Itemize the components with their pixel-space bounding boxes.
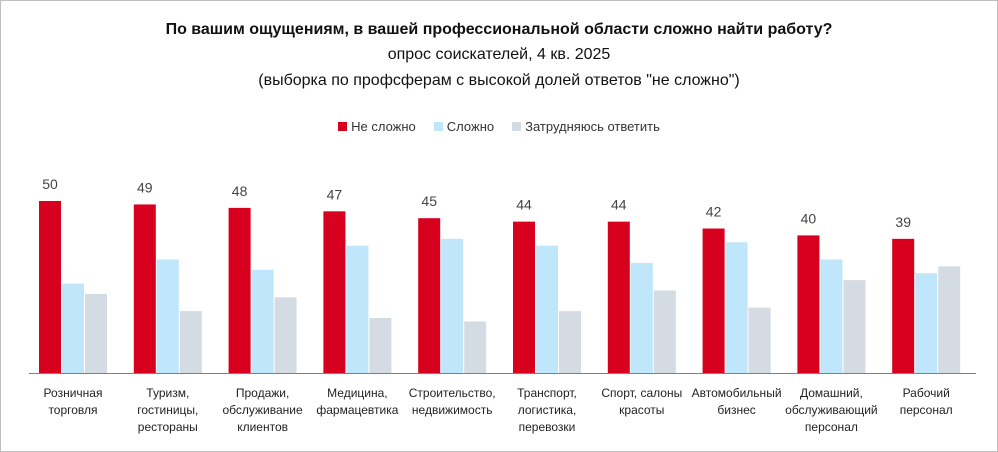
bar-2-9 <box>938 266 961 373</box>
bar-0-3 <box>323 211 346 373</box>
legend-swatch <box>433 122 443 131</box>
data-label: 49 <box>137 179 153 195</box>
legend-label: Сложно <box>446 119 495 134</box>
category-label: Автомобильный бизнес <box>691 386 782 417</box>
bar-2-0 <box>85 293 107 373</box>
bar-0-4 <box>418 218 441 373</box>
data-label: 50 <box>42 176 58 192</box>
legend: Не сложно Сложно Затрудняюсь ответить <box>1 119 997 134</box>
bar-1-2 <box>251 269 274 373</box>
legend-item: Не сложно <box>338 119 416 134</box>
bar-0-0 <box>39 201 61 373</box>
legend-item: Затрудняюсь ответить <box>512 119 660 134</box>
category-label: Розничная торговля <box>43 386 103 417</box>
category-label: Туризм, гостиницы, рестораны <box>137 386 199 434</box>
bar-0-5 <box>513 221 535 373</box>
bar-1-3 <box>346 245 369 373</box>
category-label: Медицина, фармацевтика <box>316 386 399 417</box>
data-label: 47 <box>327 186 343 202</box>
bar-1-9 <box>915 273 938 373</box>
bar-2-3 <box>369 317 392 373</box>
category-label: Строительство, недвижимость <box>408 386 496 417</box>
chart-subtitle: опрос соискателей, 4 кв. 2025 <box>387 46 611 63</box>
data-label: 48 <box>232 183 248 199</box>
bar-1-5 <box>536 245 558 373</box>
category-label: Спорт, салоны красоты <box>601 386 683 417</box>
chart-note: (выборка по профсферам с высокой долей о… <box>258 72 740 89</box>
data-label: 40 <box>801 210 817 226</box>
bar-0-9 <box>892 238 915 373</box>
legend-swatch <box>338 122 348 131</box>
bar-1-7 <box>725 242 748 373</box>
bar-0-6 <box>607 221 630 373</box>
category-label: Домашний, обслуживающий персонал <box>785 386 878 434</box>
category-label: Транспорт, логистика, перевозки <box>517 386 577 434</box>
legend-swatch <box>512 122 522 131</box>
bar-1-4 <box>441 238 464 373</box>
bar-1-8 <box>820 259 843 373</box>
bar-2-2 <box>274 297 297 373</box>
bar-1-1 <box>156 259 179 373</box>
bar-2-8 <box>843 280 866 373</box>
bar-0-1 <box>133 204 156 373</box>
data-label: 45 <box>421 193 437 209</box>
chart-title: По вашим ощущениям, в вашей профессионал… <box>165 21 833 38</box>
legend-label: Не сложно <box>351 119 416 134</box>
bar-2-5 <box>559 311 581 373</box>
bar-0-7 <box>702 228 725 373</box>
bar-0-2 <box>228 207 251 373</box>
data-label: 39 <box>895 214 911 230</box>
bar-2-6 <box>653 290 676 373</box>
bar-1-6 <box>630 262 653 373</box>
bar-2-7 <box>748 307 771 373</box>
bar-0-8 <box>797 235 820 373</box>
bar-2-1 <box>179 311 202 373</box>
category-label: Рабочий персонал <box>899 386 953 417</box>
bar-2-4 <box>464 321 487 373</box>
data-label: 42 <box>706 204 722 220</box>
data-label: 44 <box>516 197 532 213</box>
category-label: Продажи, обслуживание клиентов <box>222 386 303 434</box>
data-label: 44 <box>611 197 627 213</box>
legend-label: Затрудняюсь ответить <box>525 119 660 134</box>
bar-1-0 <box>62 283 84 373</box>
legend-item: Сложно <box>433 119 495 134</box>
